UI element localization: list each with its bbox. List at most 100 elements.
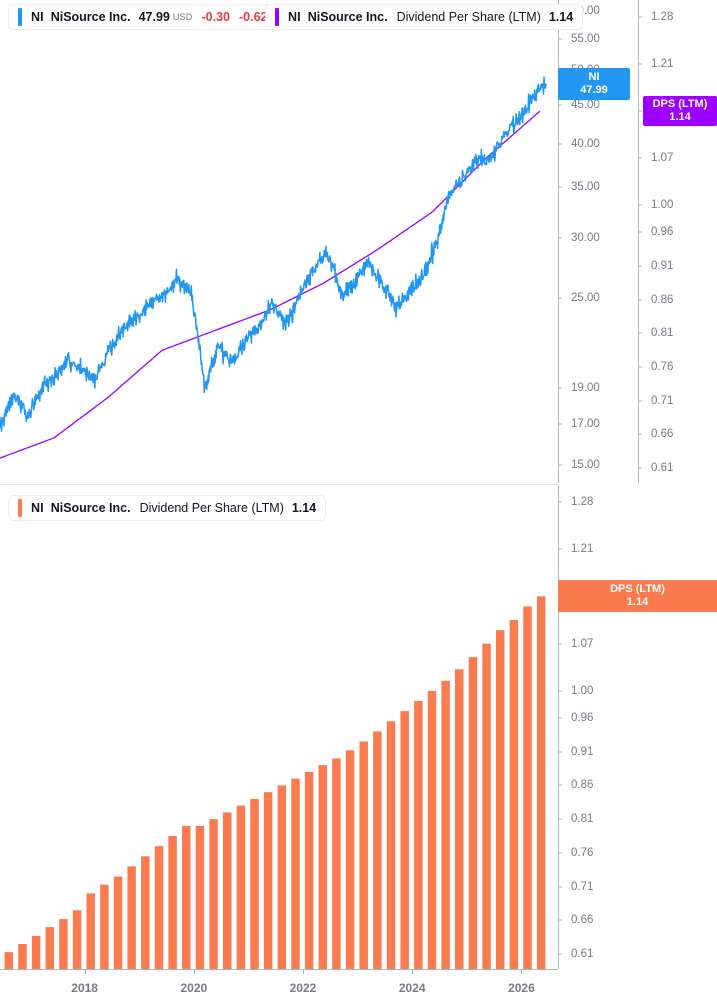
dps-bar[interactable] <box>195 825 205 969</box>
price-tick-label: 19.00 <box>571 381 600 394</box>
dps-bar[interactable] <box>400 711 409 969</box>
price-series-canvas <box>0 76 547 459</box>
dps-bar[interactable] <box>482 643 491 969</box>
dps-bar[interactable] <box>31 935 41 969</box>
legend-dps-overlay-color-marker <box>275 8 279 26</box>
dps-tick-mark <box>558 643 562 645</box>
dps-overlay-tick-label: 0.96 <box>651 226 674 239</box>
dps-bar[interactable] <box>127 866 136 969</box>
price-tick-mark <box>558 464 562 466</box>
dps-bar[interactable] <box>168 836 177 969</box>
price-tick-label: 30.00 <box>571 231 600 244</box>
dps-overlay-tick-label: 1.28 <box>651 10 674 23</box>
dps-bar[interactable] <box>277 785 287 969</box>
dps-bar[interactable] <box>100 884 109 969</box>
legend-dps-company: NiSource Inc. <box>50 501 131 515</box>
dps-bar[interactable] <box>154 846 164 969</box>
dps-overlay-tick-mark <box>638 16 642 18</box>
price-axis[interactable]: 60.0055.0050.0045.0040.0035.0030.0025.00… <box>558 0 638 483</box>
dps-bar[interactable] <box>373 731 382 969</box>
dps-bar[interactable] <box>141 856 150 969</box>
dps-bar[interactable] <box>18 944 27 969</box>
dps-tick-label: 1.21 <box>571 543 594 556</box>
dps-bar[interactable] <box>222 812 232 969</box>
price-tick-mark <box>558 423 562 425</box>
time-tick-mark <box>303 969 305 974</box>
dps-bar[interactable] <box>359 741 368 969</box>
dps-tick-label: 0.71 <box>571 880 594 893</box>
dps-tick-mark <box>558 953 562 955</box>
dps-bar[interactable] <box>209 819 218 969</box>
dps-bar[interactable] <box>468 657 478 969</box>
legend-price-last: 47.99 <box>138 10 170 24</box>
dps-overlay-tick-label: 1.00 <box>651 199 674 212</box>
price-badge-label: NI <box>588 70 600 83</box>
legend-dps-overlay[interactable]: NI NiSource Inc. Dividend Per Share (LTM… <box>265 4 584 30</box>
dps-bar[interactable] <box>414 701 423 969</box>
time-tick-mark <box>521 969 523 974</box>
legend-price[interactable]: NI NiSource Inc. 47.99 USD -0.30 -0.62% <box>8 4 286 30</box>
dps-tick-label: 0.81 <box>571 813 594 826</box>
legend-price-ticker: NI <box>31 10 44 24</box>
legend-dps[interactable]: NI NiSource Inc. Dividend Per Share (LTM… <box>8 495 327 521</box>
dps-tick-label: 1.28 <box>571 495 594 508</box>
time-tick-mark <box>84 969 86 974</box>
dps-overlay-tick-label: 0.61 <box>651 462 674 475</box>
price-badge-dps-overlay[interactable]: DPS (LTM) 1.14 <box>643 96 717 127</box>
dps-bar[interactable] <box>113 876 123 969</box>
dps-tick-mark <box>558 501 562 503</box>
dps-bar[interactable] <box>72 910 82 969</box>
dps-bar[interactable] <box>263 792 273 969</box>
dps-bar[interactable] <box>304 771 314 969</box>
price-badge-dps[interactable]: DPS (LTM) 1.14 <box>558 580 717 613</box>
dps-tick-mark <box>558 784 562 786</box>
dps-bar[interactable] <box>250 798 259 969</box>
price-tick-mark <box>558 297 562 299</box>
dps-bar[interactable] <box>345 750 355 969</box>
dps-bar[interactable] <box>291 778 300 969</box>
dps-bar[interactable] <box>332 758 341 969</box>
dps-bar[interactable] <box>523 606 532 969</box>
dps-bar[interactable] <box>386 721 396 969</box>
time-tick-label: 2018 <box>71 981 98 995</box>
dps-overlay-tick-mark <box>638 265 642 267</box>
dps-bar[interactable] <box>536 596 546 969</box>
dps-bar[interactable] <box>455 669 464 969</box>
time-axis[interactable]: 2018 2020 2022 2024 2026 <box>0 969 558 1005</box>
dps-overlay-axis[interactable]: 1.28 1.21 1.14 1.07 1.00 0.96 0.91 0.86 0.81 0.76… <box>638 0 717 483</box>
dps-tick-mark <box>558 690 562 692</box>
dps-overlay-tick-label: 0.66 <box>651 428 674 441</box>
dps-tick-label: 0.91 <box>571 745 594 758</box>
time-tick-mark <box>412 969 414 974</box>
dps-plot-area[interactable] <box>0 485 558 969</box>
dps-bar[interactable] <box>182 825 191 969</box>
price-plot-area[interactable] <box>0 0 558 483</box>
price-tick-mark <box>558 237 562 239</box>
dps-overlay-tick-label: 0.76 <box>651 361 674 374</box>
dps-bar[interactable] <box>4 952 14 969</box>
legend-price-currency: USD <box>172 12 193 22</box>
dps-overlay-tick-label: 1.21 <box>651 57 674 70</box>
dps-bar[interactable] <box>495 630 505 969</box>
price-tick-mark <box>558 104 562 106</box>
dps-bar[interactable] <box>509 620 519 969</box>
dps-bar[interactable] <box>236 805 246 969</box>
price-line <box>0 76 547 432</box>
dps-tick-mark <box>558 818 562 820</box>
dps-bar[interactable] <box>427 690 437 969</box>
price-tick-label: 35.00 <box>571 181 600 194</box>
legend-dps-overlay-ticker: NI <box>288 10 301 24</box>
pane-separator[interactable] <box>0 484 558 485</box>
dps-axis[interactable]: 1.28 1.21 1.14 1.07 1.00 0.96 0.91 0.86 0.81 0.76… <box>558 485 717 969</box>
dps-bar[interactable] <box>441 680 450 969</box>
dps-tick-label: 0.61 <box>571 948 594 961</box>
price-badge-ni[interactable]: NI 47.99 <box>558 67 630 100</box>
dps-bar[interactable] <box>59 919 68 969</box>
legend-dps-overlay-value: 1.14 <box>548 10 574 24</box>
dps-bar[interactable] <box>318 765 327 969</box>
dps-bar[interactable] <box>86 893 95 969</box>
legend-dps-ticker: NI <box>31 501 44 515</box>
price-axis-line <box>558 0 559 483</box>
dps-bar[interactable] <box>45 927 54 969</box>
dps-overlay-tick-mark <box>638 366 642 368</box>
